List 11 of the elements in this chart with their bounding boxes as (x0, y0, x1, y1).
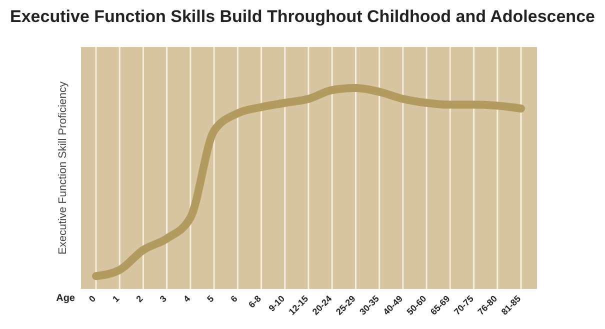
x-tick-label: 2 (134, 294, 145, 304)
y-axis-title: Executive Function Skill Proficiency (57, 80, 69, 255)
x-tick-label: 5 (205, 294, 216, 304)
x-tick-label: 6-8 (246, 294, 263, 310)
x-axis-title: Age (56, 293, 76, 304)
x-tick-label: 3 (158, 294, 168, 304)
x-tick-label: 4 (181, 294, 192, 304)
chart-title: Executive Function Skills Build Throughout Childhood and Adolescence (10, 7, 595, 26)
x-tick-label: 1 (110, 294, 122, 304)
x-tick-label: 0 (87, 294, 98, 304)
x-tick-label: 6 (228, 294, 240, 304)
